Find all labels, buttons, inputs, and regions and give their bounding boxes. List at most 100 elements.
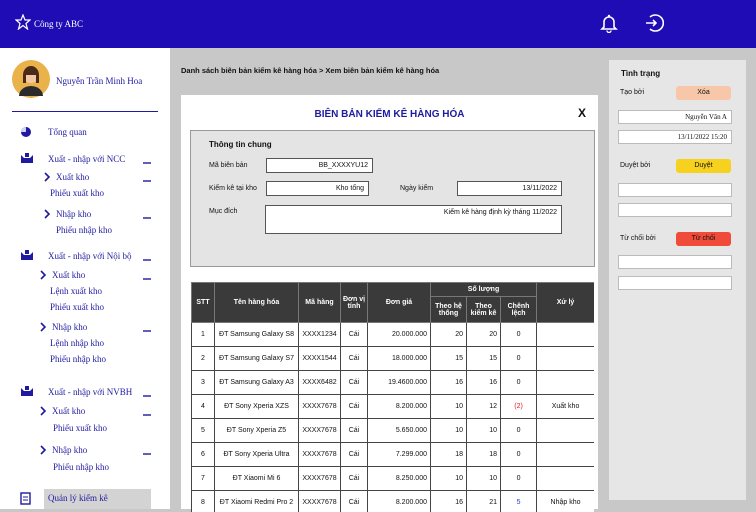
table-cell: 10 xyxy=(467,467,501,491)
table-cell: Cái xyxy=(341,467,368,491)
approve-button[interactable]: Duyệt xyxy=(676,159,731,173)
table-cell: 5 xyxy=(192,419,215,443)
table-cell: 4 xyxy=(192,395,215,419)
rejected-by-label: Từ chối bởi xyxy=(620,234,656,244)
collapse-icon xyxy=(143,274,151,283)
table-cell: Cái xyxy=(341,347,368,371)
table-cell: 10 xyxy=(431,395,467,419)
divider xyxy=(12,111,158,112)
menu-item[interactable]: Tổng quan xyxy=(48,127,87,137)
code-field: BB_XXXXYU12 xyxy=(266,158,373,173)
menu-item[interactable]: Nhập kho xyxy=(52,445,87,455)
table-cell: Cái xyxy=(341,443,368,467)
info-box: Thông tin chung Mã biên bản BB_XXXXYU12 … xyxy=(190,130,595,267)
company-name: Công ty ABC xyxy=(34,19,83,29)
code-label: Mã biên bản xyxy=(209,161,248,171)
rejecter-field xyxy=(618,255,732,269)
close-button[interactable]: X xyxy=(578,107,586,119)
delete-button[interactable]: Xóa xyxy=(676,86,731,100)
menu-item[interactable]: Phiếu xuất kho xyxy=(50,188,104,198)
table-cell: 20.000.000 xyxy=(368,323,431,347)
table-cell: XXXX7678 xyxy=(299,467,341,491)
info-heading: Thông tin chung xyxy=(209,140,272,150)
table-cell: 19.4600.000 xyxy=(368,371,431,395)
col-header: Đơn giá xyxy=(368,283,431,323)
breadcrumb[interactable]: Danh sách biên bản kiểm kê hàng hóa > Xe… xyxy=(181,66,439,76)
approved-at-field xyxy=(618,203,732,217)
table-cell: Cái xyxy=(341,419,368,443)
table-cell xyxy=(537,419,594,443)
col-header: Theo hệ thống xyxy=(431,297,467,323)
table-cell: 18 xyxy=(431,443,467,467)
table-cell: 0 xyxy=(501,347,537,371)
collapse-icon xyxy=(143,391,151,400)
table-cell: ĐT Sony Xperia XZS xyxy=(215,395,299,419)
table-cell: 7.299.000 xyxy=(368,443,431,467)
collapse-icon xyxy=(143,326,151,335)
menu-item[interactable]: Xuất - nhập với NVBH xyxy=(48,387,132,397)
menu-item[interactable]: Xuất - nhập với NCC xyxy=(48,154,125,164)
sidebar: Nguyễn Trần Minh Hoa Tổng quan Xuất - nhậ… xyxy=(0,48,170,509)
menu-item[interactable]: Lệnh nhập kho xyxy=(50,338,104,348)
table-cell xyxy=(537,347,594,371)
menu-item[interactable]: Lệnh xuất kho xyxy=(50,286,102,296)
table-cell: 3 xyxy=(192,371,215,395)
logout-icon[interactable] xyxy=(644,13,664,33)
menu-item[interactable]: Phiếu nhập kho xyxy=(53,462,109,472)
table-cell: ĐT Samsung Galaxy A3 xyxy=(215,371,299,395)
table-cell: 16 xyxy=(467,371,501,395)
user-name: Nguyễn Trần Minh Hoa xyxy=(56,76,142,86)
menu-item[interactable]: Xuất kho xyxy=(52,406,85,416)
table-cell: XXXX7678 xyxy=(299,443,341,467)
table-cell: 1 xyxy=(192,323,215,347)
table-cell: 8.200.000 xyxy=(368,395,431,419)
collapse-icon xyxy=(143,176,151,185)
purpose-field: Kiểm kê hàng định kỳ tháng 11/2022 xyxy=(265,205,562,234)
notification-icon[interactable] xyxy=(600,13,618,33)
modal: BIÊN BẢN KIỂM KÊ HÀNG HÓA X Thông tin ch… xyxy=(181,95,598,509)
purpose-label: Mục đích xyxy=(209,207,237,217)
menu-item[interactable]: Phiếu xuất kho xyxy=(50,302,104,312)
table-cell: 8.250.000 xyxy=(368,467,431,491)
col-header: Tên hàng hóa xyxy=(215,283,299,323)
table-cell: 18.000.000 xyxy=(368,347,431,371)
table-cell xyxy=(537,467,594,491)
col-header: Chênh lệch xyxy=(501,297,537,323)
table-cell: Cái xyxy=(341,395,368,419)
modal-title: BIÊN BẢN KIỂM KÊ HÀNG HÓA xyxy=(181,110,598,120)
status-title: Tình trạng xyxy=(621,69,660,79)
menu-item[interactable]: Xuất kho xyxy=(52,270,85,280)
col-header: Mã hàng xyxy=(299,283,341,323)
collapse-icon xyxy=(143,158,151,167)
expand-arrow xyxy=(39,406,47,418)
table-cell: ĐT Xiaomi Mi 6 xyxy=(215,467,299,491)
menu-item[interactable]: Xuất kho xyxy=(56,172,89,182)
rejected-at-field xyxy=(618,276,732,290)
menu-item[interactable]: Phiếu nhập kho xyxy=(56,225,112,235)
menu-icon xyxy=(20,492,32,507)
col-header: Theo kiểm kê xyxy=(467,297,501,323)
table-cell: XXXX1544 xyxy=(299,347,341,371)
menu-item[interactable]: Nhập kho xyxy=(52,322,87,332)
table-cell xyxy=(537,443,594,467)
table-cell: 2 xyxy=(192,347,215,371)
table-cell: 6 xyxy=(192,443,215,467)
menu-item[interactable]: Phiếu xuất kho xyxy=(53,423,107,433)
created-at-field: 13/11/2022 15:20 xyxy=(618,130,732,144)
menu-item[interactable]: Nhập kho xyxy=(56,209,91,219)
reject-button[interactable]: Từ chối xyxy=(676,232,731,246)
warehouse-field: Kho tổng xyxy=(266,181,369,196)
menu-item[interactable]: Phiếu nhập kho xyxy=(50,354,106,364)
col-header: STT xyxy=(192,283,215,323)
table-cell: 0 xyxy=(501,371,537,395)
expand-arrow xyxy=(43,172,51,184)
menu-item[interactable]: Xuất - nhập với Nội bộ xyxy=(48,251,132,261)
menu-icon xyxy=(20,126,32,140)
collapse-icon xyxy=(143,213,151,222)
menu-item[interactable]: Quản lý kiểm kê xyxy=(48,493,108,503)
